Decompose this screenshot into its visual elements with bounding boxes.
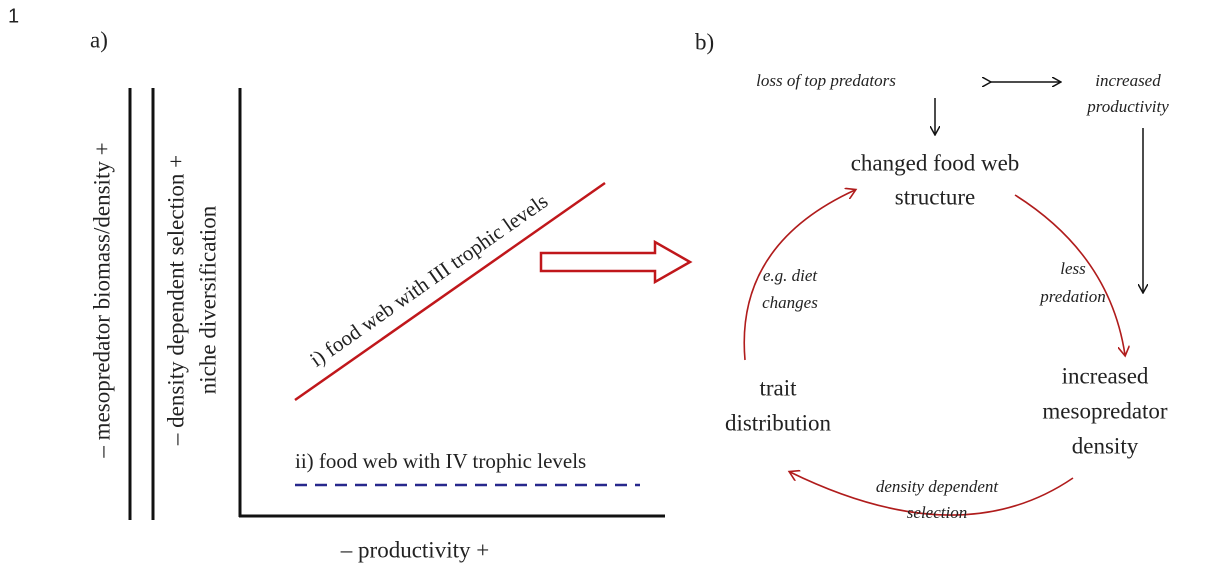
- x-axis-title: – productivity +: [340, 537, 489, 562]
- line-label: i) food web with III trophic levels: [305, 189, 552, 372]
- cycle-arrow: [1014, 194, 1125, 355]
- edge-label: changes: [762, 293, 818, 312]
- cycle-arrow: [743, 190, 855, 361]
- edge-label: selection: [907, 503, 967, 522]
- y-axis-title: niche diversification: [195, 205, 220, 394]
- edge-label: less: [1060, 259, 1086, 278]
- transition-arrow: [539, 239, 693, 285]
- node-label: trait: [759, 375, 797, 400]
- driver-label: productivity: [1086, 97, 1169, 116]
- node-label: increased: [1062, 363, 1149, 388]
- node-label: changed food web: [851, 150, 1020, 175]
- line-number: 1: [8, 5, 19, 27]
- edge-label: density dependent: [876, 477, 1000, 496]
- y-axis-title: – mesopredator biomass/density +: [89, 142, 114, 458]
- node-label: density: [1072, 433, 1139, 458]
- line-i: [294, 181, 606, 402]
- line-label: ii) food web with IV trophic levels: [295, 449, 586, 473]
- edge-label: e.g. diet: [763, 266, 819, 285]
- edge-label: predation: [1039, 287, 1105, 306]
- y-axis-title: – density dependent selection +: [163, 155, 188, 446]
- node-label: structure: [895, 184, 975, 209]
- cycle-arrow: [790, 472, 1074, 516]
- driver-label: increased: [1095, 71, 1161, 90]
- driver-label: loss of top predators: [756, 71, 896, 90]
- panel-label: b): [695, 29, 714, 54]
- node-label: mesopredator: [1042, 398, 1168, 423]
- node-label: distribution: [725, 410, 832, 435]
- panel-label: a): [90, 27, 108, 52]
